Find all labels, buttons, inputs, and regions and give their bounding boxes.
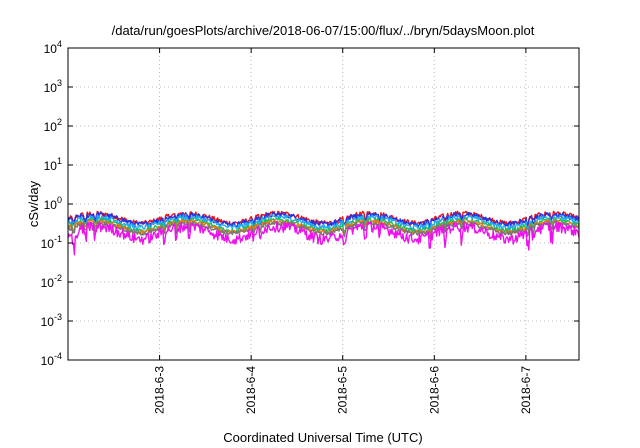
series-line: [67, 220, 580, 256]
x-tick-label: 2018-6-6: [427, 366, 441, 414]
series-line: [67, 214, 580, 233]
x-tick-label: 2018-6-4: [244, 366, 258, 414]
y-tick-label: 10-3: [41, 312, 62, 329]
chart-title: /data/run/goesPlots/archive/2018-06-07/1…: [112, 23, 535, 38]
x-tick-label: 2018-6-5: [336, 366, 350, 414]
y-tick-label: 100: [44, 195, 62, 212]
y-tick-label: 103: [44, 78, 62, 95]
y-tick-label: 10-2: [41, 273, 62, 290]
y-axis: 10-4 10-3 10-2 10-1 100 101 102 103 104: [41, 39, 579, 368]
y-tick-label: 10-1: [41, 234, 62, 251]
y-tick-label: 104: [44, 39, 62, 56]
y-axis-label: cSv/day: [26, 180, 41, 227]
x-tick-label: 2018-6-7: [519, 366, 533, 414]
series-layer: [67, 210, 580, 256]
x-axis-label: Coordinated Universal Time (UTC): [223, 430, 422, 445]
grid-layer: [68, 48, 579, 360]
y-tick-label: 101: [44, 156, 62, 173]
x-axis: 2018-6-3 2018-6-4 2018-6-5 2018-6-6 2018-6-7: [153, 48, 533, 414]
y-tick-label: 10-4: [41, 351, 62, 368]
y-tick-label: 102: [44, 117, 62, 134]
x-tick-label: 2018-6-3: [153, 366, 167, 414]
